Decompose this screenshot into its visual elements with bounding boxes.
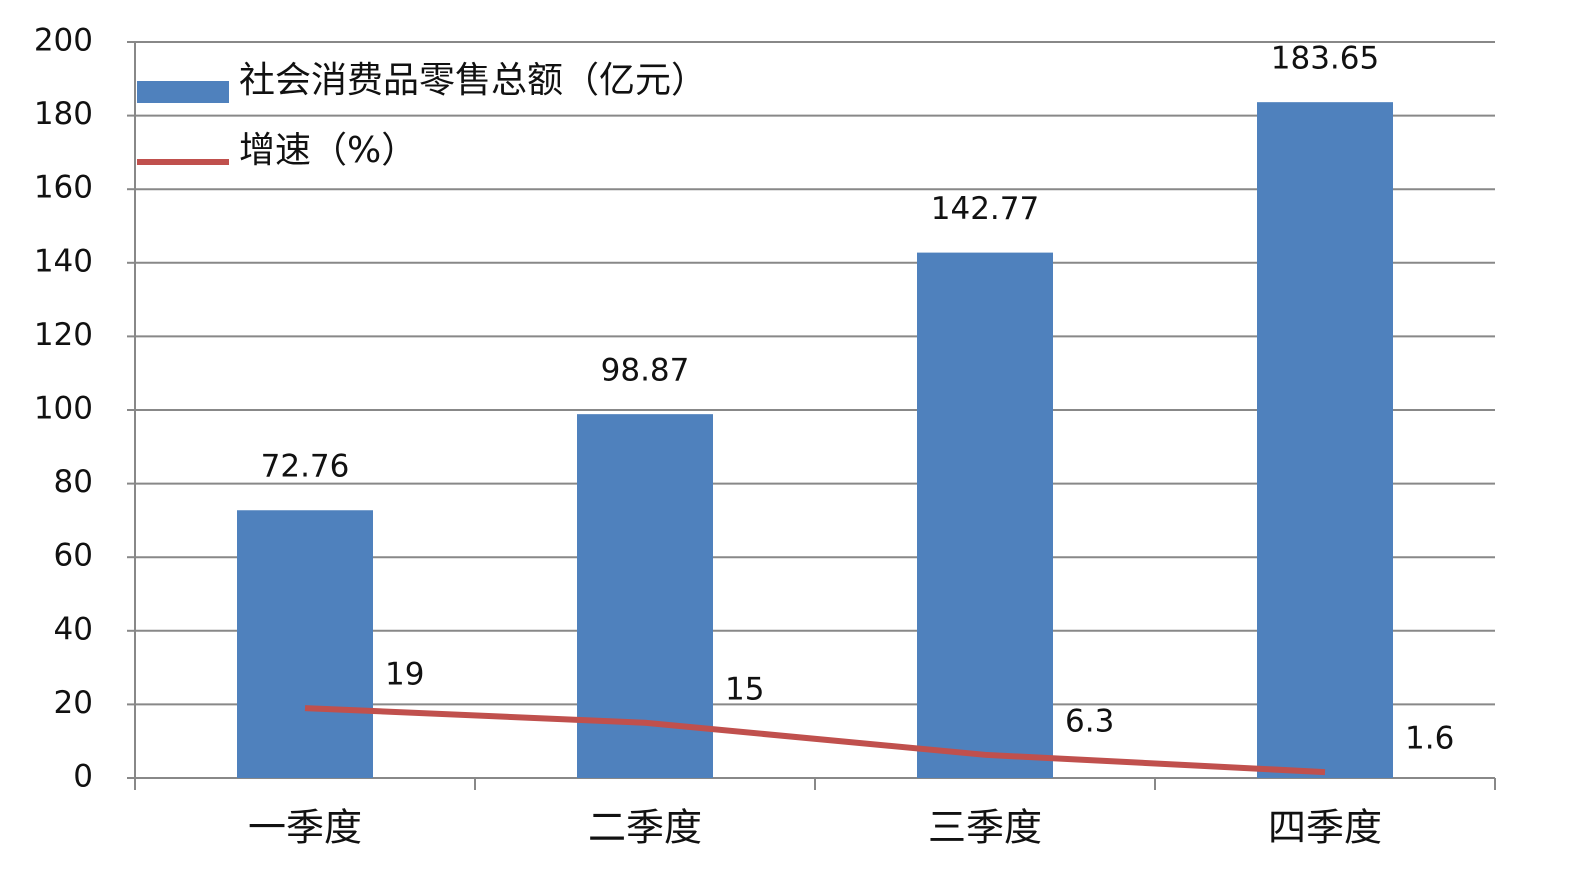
y-tick-label: 160 <box>34 170 93 206</box>
y-tick-label: 100 <box>34 391 93 427</box>
x-tick-label: 二季度 <box>588 806 702 850</box>
y-tick-label: 200 <box>34 23 93 59</box>
bar <box>577 414 713 778</box>
data-label: 142.77 <box>931 191 1039 227</box>
data-label: 98.87 <box>601 353 690 389</box>
y-tick-label: 0 <box>73 759 93 795</box>
line <box>304 705 1326 776</box>
data-label: 15 <box>725 671 764 707</box>
y-tick-label: 140 <box>34 243 93 279</box>
data-label: 183.65 <box>1271 41 1379 77</box>
bar <box>917 252 1053 779</box>
x-tick-label: 一季度 <box>248 806 362 850</box>
y-tick-label: 120 <box>34 317 93 353</box>
x-tick-label: 四季度 <box>1268 806 1382 850</box>
legend-swatch <box>137 81 229 103</box>
legend-label: 增速（%） <box>239 130 417 171</box>
bar <box>237 510 373 778</box>
data-label: 72.76 <box>261 449 350 485</box>
y-tick-label: 40 <box>54 611 93 647</box>
y-tick-label: 180 <box>34 96 93 132</box>
y-tick-label: 60 <box>54 538 93 574</box>
data-label: 19 <box>385 657 424 693</box>
y-tick-label: 20 <box>54 685 93 721</box>
data-label: 1.6 <box>1405 721 1454 757</box>
data-label: 6.3 <box>1065 703 1114 739</box>
y-tick-label: 80 <box>54 464 93 500</box>
x-tick-label: 三季度 <box>928 806 1042 850</box>
bar <box>1257 102 1393 779</box>
legend-label: 社会消费品零售总额（亿元） <box>239 60 707 101</box>
